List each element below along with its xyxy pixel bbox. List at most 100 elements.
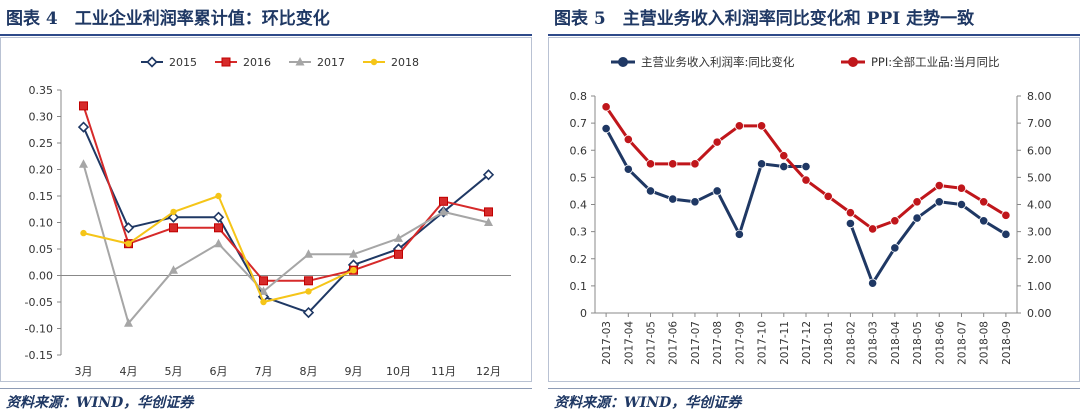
point-2016-6月 bbox=[214, 223, 223, 233]
point-2015-5月 bbox=[167, 211, 180, 223]
point-2017-3月 bbox=[79, 159, 88, 168]
point-1-2018-08 bbox=[979, 197, 989, 207]
series-2017-line bbox=[82, 163, 489, 325]
y-left-tick-label: 0.1 bbox=[570, 280, 588, 293]
point-1-2017-07 bbox=[690, 159, 700, 169]
point-2017-4月 bbox=[124, 318, 133, 327]
point-1-2018-05 bbox=[912, 197, 922, 207]
legend-marker-0 bbox=[618, 57, 628, 67]
point-1-2017-04 bbox=[623, 134, 633, 145]
point-0-2018-06 bbox=[934, 197, 944, 207]
right-chart-panel: 图表 5 主营业务收入利润率同比变化和 PPI 走势一致 0.8 0.7 0.6 0.… bbox=[548, 0, 1080, 417]
point-2017-9月 bbox=[349, 249, 358, 258]
point-2018-3月 bbox=[80, 229, 87, 237]
point-1-2018-02 bbox=[845, 208, 856, 218]
x-tick-label: 8月 bbox=[300, 365, 318, 378]
point-2016-11月 bbox=[439, 196, 448, 206]
point-2018-4月 bbox=[125, 240, 132, 247]
x-tick-label: 4月 bbox=[120, 365, 138, 378]
legend-marker-2018 bbox=[370, 58, 378, 66]
point-2018-9月 bbox=[350, 267, 357, 274]
series-2015-line bbox=[82, 126, 490, 314]
point-2017-7月 bbox=[259, 286, 268, 295]
x-tick-label: 2017-06 bbox=[668, 321, 680, 365]
point-0-2018-09 bbox=[1001, 229, 1011, 239]
y-right-tick-label: 6.00 bbox=[1027, 144, 1052, 157]
series-0 bbox=[601, 123, 1011, 288]
point-0-2018-05 bbox=[912, 213, 922, 223]
right-source-rule bbox=[548, 388, 1080, 389]
series-0-line-1 bbox=[604, 127, 806, 236]
point-2018-7月 bbox=[260, 298, 267, 306]
y-right-tick-label: 8.00 bbox=[1027, 90, 1052, 103]
y-right-tick-label: 0.00 bbox=[1027, 307, 1052, 320]
y-tick-label: 0.25 bbox=[29, 137, 54, 150]
y-left-tick-label: 0.8 bbox=[570, 90, 588, 103]
y-left-tick-label: 0.7 bbox=[570, 117, 588, 130]
left-line-chart: 0.35 0.30 0.25 0.20 0.15 0.10 0.05 0.00 -0.05 -0.… bbox=[25, 56, 511, 378]
point-2015-6月 bbox=[212, 211, 225, 223]
left-title-rule bbox=[0, 34, 532, 36]
y-right-tick-label: 5.00 bbox=[1027, 171, 1052, 184]
series-0-line-2 bbox=[849, 200, 1007, 285]
point-0-2018-08 bbox=[979, 216, 989, 226]
series-2017 bbox=[79, 159, 493, 327]
legend: 2015 2016 2017 2018 bbox=[141, 56, 419, 69]
x-tick-label: 2018-03 bbox=[868, 321, 880, 365]
legend-marker-2016 bbox=[221, 57, 231, 67]
y-left-tick-label: 0.5 bbox=[570, 171, 588, 184]
x-tick-label: 11月 bbox=[431, 365, 456, 378]
point-2015-3月 bbox=[77, 121, 90, 133]
x-tick-label: 2018-01 bbox=[823, 321, 835, 365]
x-tick-label: 2017-04 bbox=[623, 321, 635, 365]
x-tick-label: 2018-05 bbox=[912, 321, 924, 365]
point-2016-5月 bbox=[169, 223, 178, 233]
y-left-tick-label: 0.6 bbox=[570, 144, 588, 157]
y-left-tick-label: 0 bbox=[580, 307, 587, 320]
series-2016-line bbox=[82, 105, 489, 282]
point-0-2018-07 bbox=[956, 199, 967, 210]
y-left-tick-label: 0.3 bbox=[570, 226, 588, 239]
point-2018-6月 bbox=[215, 192, 222, 200]
point-2016-7月 bbox=[259, 276, 268, 286]
point-1-2017-09 bbox=[734, 121, 744, 131]
x-tick-label: 2017-05 bbox=[646, 321, 658, 365]
y-tick-label: -0.10 bbox=[25, 323, 53, 336]
x-tick-label: 10月 bbox=[386, 365, 411, 378]
point-1-2018-01 bbox=[823, 191, 833, 201]
point-2016-8月 bbox=[304, 276, 313, 286]
legend-label-0: 主营业务收入利润率:同比变化 bbox=[641, 55, 795, 69]
legend-label-2018: 2018 bbox=[391, 56, 419, 69]
x-tick-label: 12月 bbox=[476, 365, 501, 378]
left-source-rule bbox=[0, 388, 532, 389]
x-tick-label: 2018-07 bbox=[956, 321, 968, 365]
series-2016 bbox=[79, 101, 493, 286]
y-tick-label: -0.05 bbox=[25, 296, 53, 309]
x-tick-label: 3月 bbox=[75, 365, 93, 378]
point-2016-3月 bbox=[79, 101, 88, 111]
legend-marker-2015 bbox=[146, 56, 158, 68]
x-tick-label: 2017-09 bbox=[734, 321, 746, 365]
point-2018-5月 bbox=[170, 208, 177, 216]
point-1-2017-06 bbox=[668, 159, 678, 169]
y-tick-label: 0.35 bbox=[29, 84, 54, 97]
left-chart-box: 0.35 0.30 0.25 0.20 0.15 0.10 0.05 0.00 -0.05 -0.… bbox=[0, 37, 532, 382]
y-tick-label: 0.00 bbox=[29, 270, 54, 283]
point-2018-8月 bbox=[305, 288, 312, 295]
point-0-2017-06 bbox=[668, 194, 678, 204]
point-1-2018-07 bbox=[956, 183, 967, 193]
y-tick-label: -0.15 bbox=[25, 349, 53, 362]
point-0-2018-03 bbox=[868, 278, 878, 288]
y-tick-label: 0.20 bbox=[29, 164, 54, 177]
y-right-tick-label: 7.00 bbox=[1027, 117, 1052, 130]
point-0-2017-04 bbox=[623, 164, 633, 174]
point-2015-8月 bbox=[302, 306, 315, 319]
right-chart-box: 0.8 0.7 0.6 0.5 0.4 0.3 0.2 0.1 0 8.00 7.00 6.00 5.0… bbox=[548, 37, 1080, 382]
y-right-tick-label: 2.00 bbox=[1027, 253, 1052, 266]
point-0-2017-05 bbox=[645, 186, 656, 196]
point-2017-6月 bbox=[214, 238, 223, 248]
point-1-2018-06 bbox=[934, 180, 944, 191]
point-0-2017-09 bbox=[734, 229, 744, 239]
point-1-2017-10 bbox=[756, 121, 767, 131]
point-0-2017-03 bbox=[601, 123, 611, 134]
